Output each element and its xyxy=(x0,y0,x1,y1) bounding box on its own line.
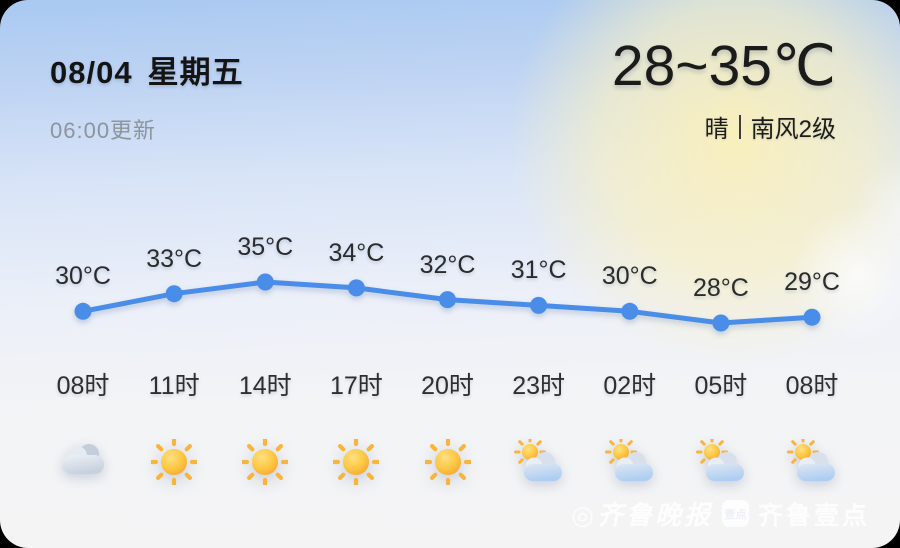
date-title: 08/04 星期五 xyxy=(50,57,244,88)
temp-label: 30°C xyxy=(55,262,111,290)
temp-label: 32°C xyxy=(419,251,476,279)
wind: 南风2级 xyxy=(750,116,836,143)
weather-icon-sunny xyxy=(149,437,199,487)
temp-label: 33°C xyxy=(146,245,203,273)
weather-icon-sunny xyxy=(331,437,381,487)
header-right: 28~35℃ 晴 南风2级 xyxy=(612,38,836,144)
data-point xyxy=(256,273,274,291)
temp-label: 35°C xyxy=(237,233,294,261)
time-label: 11时 xyxy=(148,372,200,400)
time-label: 14时 xyxy=(238,372,292,400)
data-point xyxy=(165,285,183,303)
temp-label: 29°C xyxy=(784,268,840,296)
weather-icon-cloudy xyxy=(58,439,108,479)
weather-icon-sunny xyxy=(240,437,290,487)
data-point xyxy=(530,296,548,314)
weather-icon-sunny xyxy=(422,437,473,487)
yidian-logo-text: 壹点 xyxy=(724,508,747,521)
data-point xyxy=(803,308,821,326)
yidian-logo-icon: 壹点 xyxy=(721,500,749,527)
time-label: 05时 xyxy=(694,372,748,400)
time-label: 20时 xyxy=(421,372,474,400)
update-time: 06:00更新 xyxy=(50,118,157,143)
temp-label: 30°C xyxy=(601,262,658,290)
data-point xyxy=(347,279,365,297)
time-label: 23时 xyxy=(512,372,566,400)
temp-label: 34°C xyxy=(328,239,385,267)
weather-icon-partly-cloudy xyxy=(604,436,655,485)
divider xyxy=(738,114,741,139)
weekday: 星期五 xyxy=(147,55,244,90)
data-point xyxy=(621,302,639,320)
qilu-yidian-wordmark: 齐鲁壹点 xyxy=(757,501,870,530)
weather-icon-partly-cloudy xyxy=(787,436,837,485)
header-left: 08/04 星期五 06:00更新 xyxy=(50,57,244,145)
temp-label: 31°C xyxy=(510,256,567,284)
time-label: 08时 xyxy=(56,372,110,400)
weather-icon-partly-cloudy xyxy=(513,436,564,485)
condition: 晴 xyxy=(704,116,729,143)
data-point xyxy=(712,314,730,332)
time-label: 17时 xyxy=(329,372,383,400)
data-point xyxy=(74,302,92,320)
qilu-evening-news-logo: ◎齐鲁晚报 xyxy=(571,500,713,530)
temp-label: 28°C xyxy=(692,274,749,302)
time-label: 02时 xyxy=(603,372,657,400)
weather-icon-partly-cloudy xyxy=(695,436,746,485)
time-label: 08时 xyxy=(785,372,839,400)
temp-range: 28~35℃ xyxy=(611,34,836,98)
date: 08/04 xyxy=(50,55,133,90)
watermark: ◎齐鲁晚报 壹点 齐鲁壹点 xyxy=(571,495,870,532)
condition-wind-row: 晴 南风2级 xyxy=(612,109,836,144)
data-point xyxy=(439,291,456,309)
